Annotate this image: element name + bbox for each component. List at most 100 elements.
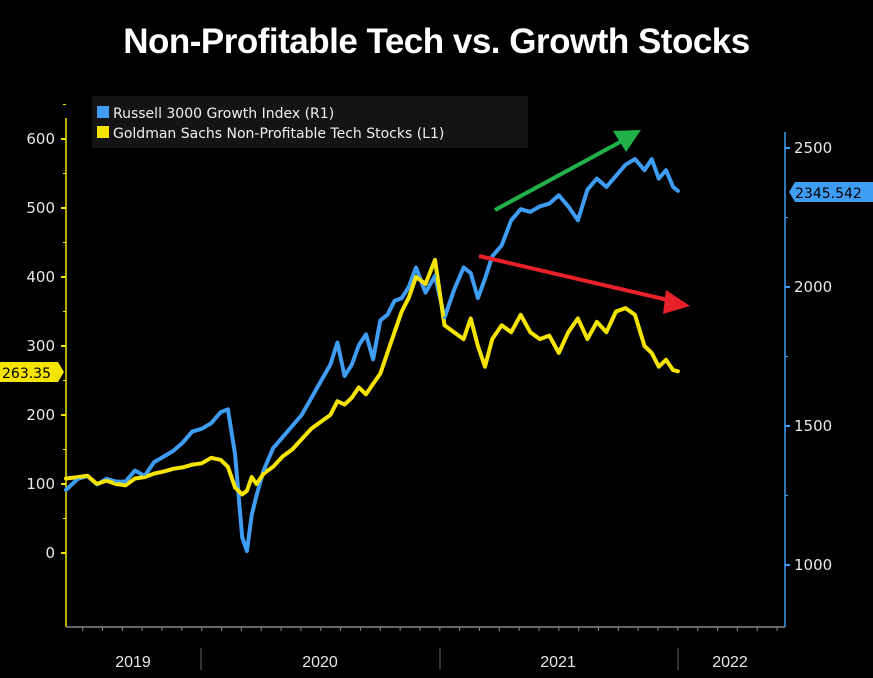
data-point-russell xyxy=(657,177,661,181)
data-point-russell xyxy=(469,271,473,275)
data-point-russell xyxy=(335,341,339,345)
data-point-russell xyxy=(566,204,570,208)
chart-title: Non-Profitable Tech vs. Growth Stocks xyxy=(123,22,750,61)
data-point-russell xyxy=(209,421,213,425)
data-point-russell xyxy=(483,277,487,281)
legend-label-goldman: Goldman Sachs Non-Profitable Tech Stocks… xyxy=(113,126,444,142)
data-point-russell xyxy=(271,446,275,450)
x-tick-label-2020: 2020 xyxy=(302,654,338,671)
right-badge-value: 2345.542 xyxy=(795,186,862,202)
data-point-russell xyxy=(328,363,332,367)
data-point-goldman xyxy=(309,427,313,431)
data-point-russell xyxy=(671,185,675,189)
data-point-goldman xyxy=(245,489,249,493)
data-point-russell xyxy=(114,480,118,484)
right-axis-tick-label: 1000 xyxy=(794,556,832,574)
red-arrowhead-icon xyxy=(663,290,690,314)
data-point-goldman xyxy=(604,330,608,334)
data-point-goldman xyxy=(133,476,137,480)
data-point-russell xyxy=(233,452,237,456)
right-last-value-badge: 2345.542 xyxy=(789,182,873,202)
data-point-russell xyxy=(357,343,361,347)
left-badge-shape xyxy=(0,362,64,382)
data-point-russell xyxy=(300,413,304,417)
data-point-goldman xyxy=(300,437,304,441)
data-point-russell xyxy=(281,435,285,439)
x-tick-label-2022: 2022 xyxy=(712,654,748,671)
data-point-goldman xyxy=(271,465,275,469)
data-point-russell xyxy=(664,168,668,172)
legend: Russell 3000 Growth Index (R1) Goldman S… xyxy=(92,96,528,148)
data-point-russell xyxy=(371,357,375,361)
data-point-russell xyxy=(650,157,654,161)
data-point-goldman xyxy=(538,337,542,341)
data-point-russell xyxy=(614,174,618,178)
data-point-goldman xyxy=(76,475,80,479)
data-point-russell xyxy=(500,243,504,247)
data-point-russell xyxy=(633,157,637,161)
data-point-goldman xyxy=(393,330,397,334)
data-point-russell xyxy=(519,207,523,211)
data-point-goldman xyxy=(650,351,654,355)
right-axis-tick-label: 2500 xyxy=(794,139,832,157)
data-point-goldman xyxy=(209,456,213,460)
data-point-russell xyxy=(509,218,513,222)
data-point-goldman xyxy=(595,320,599,324)
green-arrow-shaft xyxy=(494,139,623,212)
data-point-russell xyxy=(385,313,389,317)
data-point-goldman xyxy=(104,479,108,483)
data-point-goldman xyxy=(343,403,347,407)
data-point-goldman xyxy=(162,470,166,474)
left-axis-tick-label: 600 xyxy=(26,130,55,148)
right-axis-ticks: 1000 1500 2000 2500 xyxy=(785,139,832,574)
data-point-russell xyxy=(393,299,397,303)
data-point-goldman xyxy=(378,372,382,376)
data-point-goldman xyxy=(585,337,589,341)
data-point-russell xyxy=(604,185,608,189)
data-point-goldman xyxy=(124,483,128,487)
data-point-goldman xyxy=(233,485,237,489)
left-axis-tick-label: 0 xyxy=(45,544,55,562)
left-axis-tick-label: 100 xyxy=(26,475,55,493)
data-point-russell xyxy=(443,316,447,320)
data-point-goldman xyxy=(528,330,532,334)
data-point-goldman xyxy=(385,351,389,355)
data-points xyxy=(64,157,680,553)
data-point-goldman xyxy=(671,368,675,372)
data-point-russell xyxy=(378,318,382,322)
right-badge-shape xyxy=(789,182,873,202)
data-point-russell xyxy=(585,188,589,192)
data-point-goldman xyxy=(462,337,466,341)
data-point-goldman xyxy=(319,420,323,424)
data-point-goldman xyxy=(633,313,637,317)
data-point-goldman xyxy=(400,310,404,313)
data-point-goldman xyxy=(623,306,627,310)
legend-background xyxy=(92,96,528,148)
data-point-goldman xyxy=(200,461,204,465)
data-point-russell xyxy=(290,424,294,428)
data-point-goldman xyxy=(407,296,411,300)
data-point-russell xyxy=(557,193,561,197)
data-point-russell xyxy=(181,441,185,445)
data-point-goldman xyxy=(240,492,244,496)
data-point-russell xyxy=(124,480,128,484)
left-badge-value: 263.35 xyxy=(2,366,51,382)
data-point-russell xyxy=(133,468,137,472)
data-point-goldman xyxy=(490,337,494,341)
data-point-goldman xyxy=(371,382,375,386)
data-point-russell xyxy=(414,266,418,270)
data-point-goldman xyxy=(452,330,456,334)
data-point-goldman xyxy=(254,482,258,486)
data-point-russell xyxy=(528,210,532,214)
data-point-russell xyxy=(476,296,480,300)
red-down-arrow-annotation xyxy=(478,254,690,314)
left-axis-tick-label: 400 xyxy=(26,268,55,286)
data-point-russell xyxy=(309,396,313,400)
data-point-russell xyxy=(407,285,411,289)
data-point-goldman xyxy=(219,458,223,462)
data-point-russell xyxy=(162,455,166,459)
data-point-russell xyxy=(262,468,266,472)
legend-swatch-goldman xyxy=(97,126,109,138)
left-axis-tick-label: 300 xyxy=(26,337,55,355)
